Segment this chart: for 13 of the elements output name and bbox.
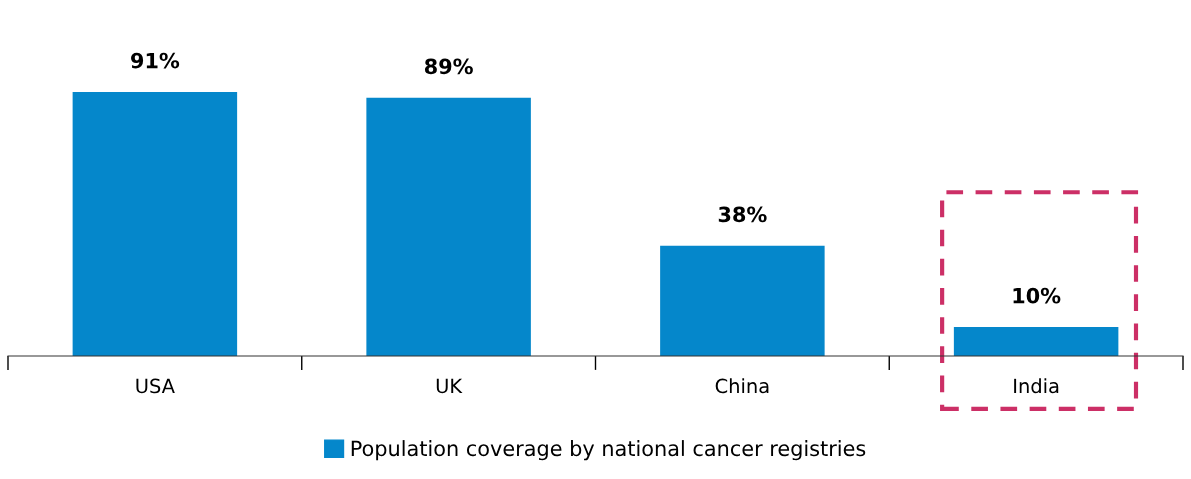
legend-label: Population coverage by national cancer registries (351, 440, 866, 461)
bar (953, 326, 1119, 356)
data-label: 91% (131, 52, 180, 69)
bar (366, 97, 531, 356)
bar (72, 91, 238, 356)
data-label: 10% (1013, 287, 1061, 304)
data-label: 89% (424, 58, 473, 75)
data-label: 38% (718, 206, 767, 223)
x-tick-label: India (1014, 378, 1059, 394)
x-tick-label: USA (136, 378, 175, 394)
x-tick-label: UK (436, 378, 463, 394)
bar (660, 245, 825, 356)
x-tick-label: China (715, 378, 769, 394)
